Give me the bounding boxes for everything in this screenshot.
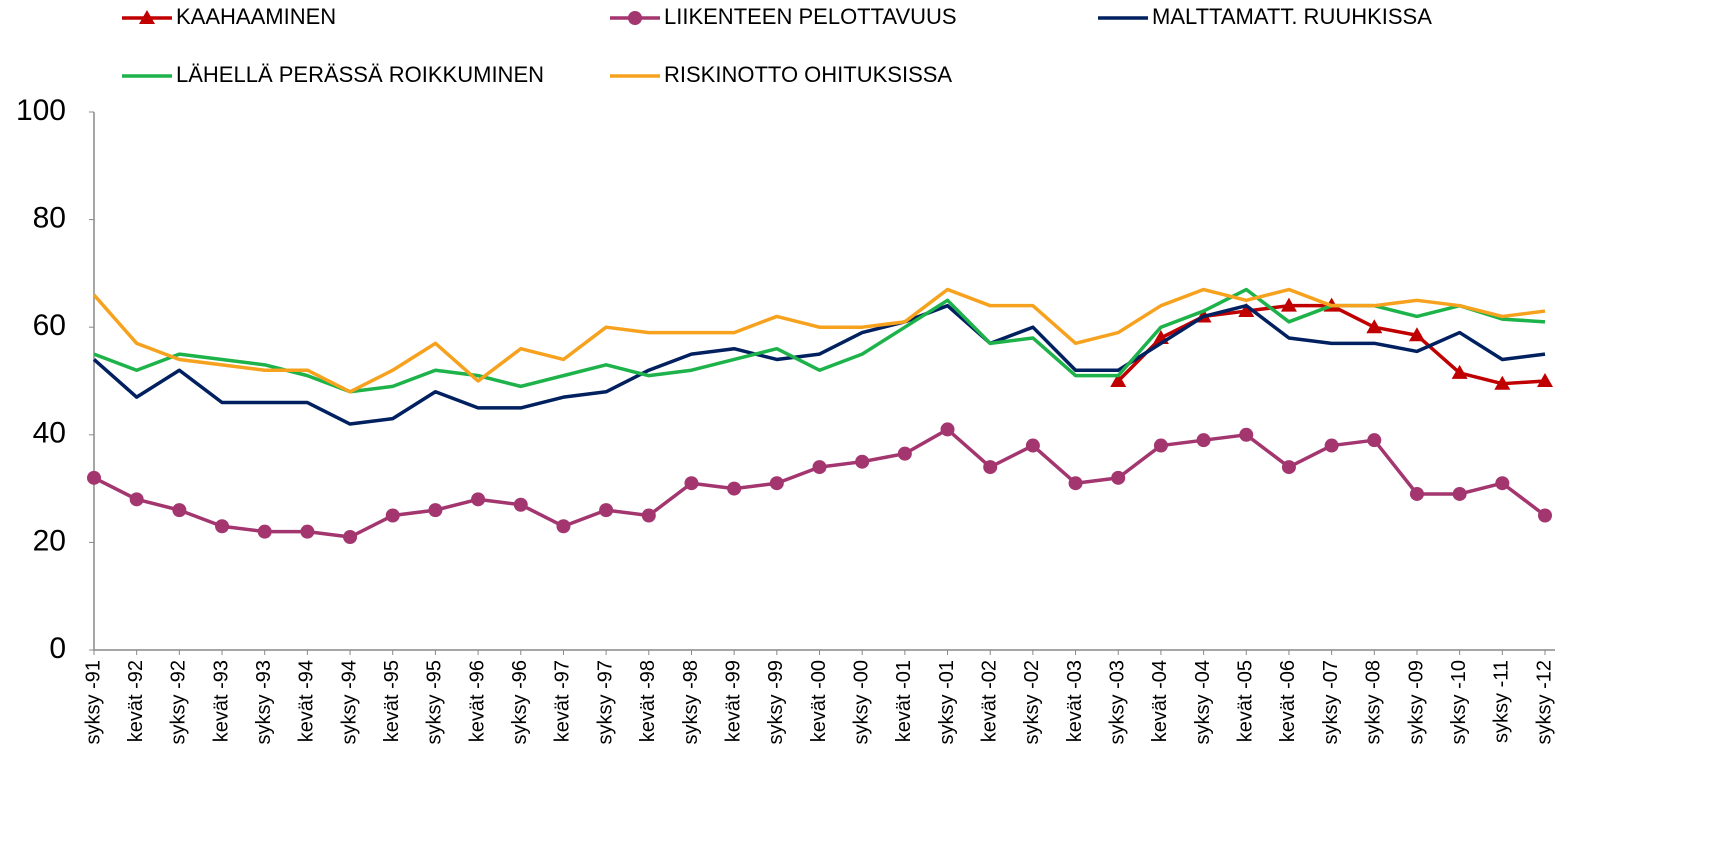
data-point (1239, 427, 1254, 442)
data-point (1068, 476, 1083, 491)
legend-label: RISKINOTTO OHITUKSISSA (664, 62, 952, 87)
data-point (1196, 433, 1211, 448)
x-tick-label: syksy -95 (424, 660, 446, 744)
data-point (983, 460, 998, 475)
data-point (1366, 319, 1383, 334)
x-tick-label: kevät -98 (637, 660, 659, 742)
x-tick-label: syksy -92 (168, 660, 190, 744)
data-point (812, 460, 827, 475)
data-point (1408, 327, 1425, 342)
x-tick-label: kevät -04 (1149, 660, 1171, 742)
x-tick-label: kevät -01 (893, 660, 915, 742)
x-tick-label: syksy -07 (1320, 660, 1342, 744)
x-tick-label: syksy -10 (1448, 660, 1470, 744)
x-tick-label: syksy -96 (509, 660, 531, 744)
data-point (1409, 486, 1424, 501)
x-tick-label: syksy -91 (82, 660, 104, 744)
x-tick-label: kevät -00 (808, 660, 830, 742)
x-tick-label: syksy -00 (850, 660, 872, 744)
x-tick-label: syksy -93 (253, 660, 275, 744)
data-point (1280, 297, 1297, 312)
data-point (556, 519, 571, 534)
data-point (471, 492, 486, 507)
legend-label: MALTTAMATT. RUUHKISSA (1152, 4, 1432, 29)
legend-marker (628, 11, 642, 25)
data-point (727, 481, 742, 496)
data-point (1111, 470, 1126, 485)
data-point (1367, 433, 1382, 448)
x-tick-label: syksy -94 (338, 660, 360, 744)
series-line (92, 287, 1546, 394)
y-tick-label: 80 (33, 202, 66, 235)
legend-label: LÄHELLÄ PERÄSSÄ ROIKKUMINEN (176, 62, 544, 87)
data-point (599, 503, 614, 518)
x-tick-label: syksy -12 (1533, 660, 1555, 744)
x-tick-label: syksy -03 (1107, 660, 1129, 744)
y-tick-label: 0 (49, 632, 66, 665)
x-tick-label: kevät -92 (125, 660, 147, 742)
data-point (1281, 460, 1296, 475)
x-tick-label: syksy -99 (765, 660, 787, 744)
data-point (1324, 438, 1339, 453)
data-point (641, 508, 656, 523)
legend-label: KAAHAAMINEN (176, 4, 336, 29)
x-tick-label: kevät -05 (1235, 660, 1257, 742)
data-point (855, 454, 870, 469)
data-point (1025, 438, 1040, 453)
x-tick-label: kevät -97 (552, 660, 574, 742)
y-tick-label: 100 (16, 94, 66, 127)
data-point (769, 476, 784, 491)
data-point (87, 470, 101, 485)
y-tick-label: 20 (33, 524, 66, 557)
data-point (684, 476, 699, 491)
data-point (1153, 438, 1168, 453)
x-tick-label: kevät -93 (210, 660, 232, 742)
y-tick-label: 40 (33, 417, 66, 450)
data-point (1238, 303, 1255, 318)
data-point (172, 503, 187, 518)
data-point (428, 503, 443, 518)
x-tick-label: syksy -97 (594, 660, 616, 744)
x-tick-label: syksy -08 (1363, 660, 1385, 744)
x-tick-label: kevät -06 (1277, 660, 1299, 742)
data-point (1494, 375, 1511, 390)
data-point (300, 524, 315, 539)
legend-marker (139, 10, 155, 24)
data-point (343, 530, 358, 545)
data-point (1538, 508, 1552, 523)
data-point (1537, 373, 1553, 387)
data-point (1451, 364, 1468, 379)
x-tick-label: kevät -03 (1064, 660, 1086, 742)
legend-label: LIIKENTEEN PELOTTAVUUS (664, 4, 957, 29)
data-point (897, 446, 912, 461)
x-tick-label: kevät -02 (978, 660, 1000, 742)
x-tick-label: kevät -99 (722, 660, 744, 742)
x-tick-label: syksy -98 (680, 660, 702, 744)
x-tick-label: syksy -02 (1021, 660, 1043, 744)
x-tick-label: syksy -04 (1192, 660, 1214, 744)
data-point (1495, 476, 1510, 491)
data-point (940, 422, 955, 437)
data-point (1452, 486, 1467, 501)
data-point (513, 497, 528, 512)
data-point (385, 508, 400, 523)
x-tick-label: syksy -11 (1491, 660, 1513, 743)
data-point (215, 519, 230, 534)
x-tick-label: kevät -96 (466, 660, 488, 742)
series-line (92, 303, 1546, 426)
x-tick-label: syksy -09 (1405, 660, 1427, 744)
y-tick-label: 60 (33, 309, 66, 342)
x-tick-label: syksy -01 (936, 660, 958, 744)
data-point (257, 524, 272, 539)
data-point (1110, 373, 1127, 387)
data-point (129, 492, 144, 507)
x-tick-label: kevät -95 (381, 660, 403, 742)
x-tick-label: kevät -94 (296, 660, 318, 742)
